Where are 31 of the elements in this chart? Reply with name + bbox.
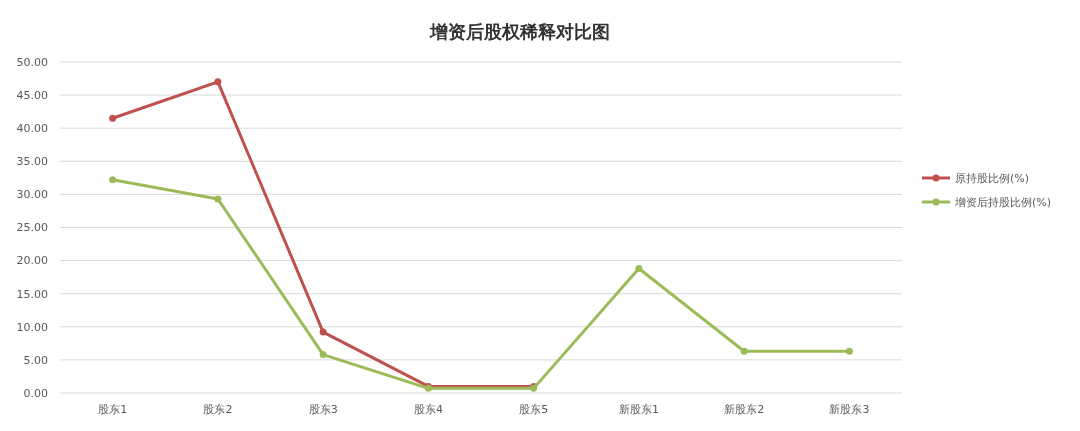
point: [319, 351, 327, 359]
x-tick-label: 股东1: [98, 403, 128, 416]
x-tick-label: 新股东2: [724, 403, 765, 416]
x-tick-label: 股东3: [308, 403, 338, 416]
y-tick-label: 50.00: [16, 55, 48, 69]
legend-label: 原持股比例(%): [955, 171, 1030, 185]
point: [845, 347, 853, 355]
y-tick-label: 5.00: [23, 353, 48, 367]
x-tick-label: 股东2: [203, 403, 233, 416]
point: [214, 78, 222, 86]
y-tick-label: 10.00: [16, 320, 48, 334]
y-tick-label: 40.00: [16, 122, 48, 136]
point: [740, 347, 748, 355]
y-tick-label: 25.00: [16, 221, 48, 235]
y-tick-label: 20.00: [16, 254, 48, 268]
point: [214, 195, 222, 203]
x-tick-label: 新股东3: [829, 403, 870, 416]
point: [109, 114, 117, 122]
y-tick-label: 35.00: [16, 155, 48, 169]
chart-title: 增资后股权稀释对比图: [429, 21, 610, 42]
y-tick-label: 30.00: [16, 188, 48, 202]
x-tick-label: 新股东1: [618, 403, 659, 416]
y-tick-label: 15.00: [16, 287, 48, 301]
point: [109, 176, 117, 184]
y-tick-label: 0.00: [23, 386, 48, 400]
x-tick-label: 股东4: [413, 403, 443, 416]
x-tick-label: 股东5: [519, 403, 549, 416]
legend-label: 增资后持股比例(%): [954, 195, 1052, 209]
point: [635, 265, 643, 273]
y-tick-label: 45.00: [16, 88, 48, 102]
point: [319, 328, 327, 336]
